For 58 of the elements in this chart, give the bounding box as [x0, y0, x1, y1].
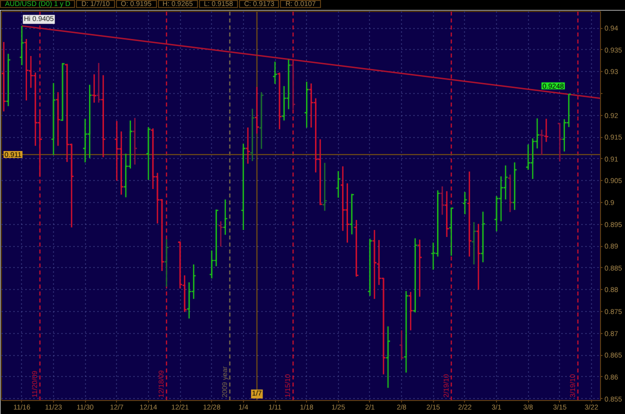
candlestick	[444, 190, 450, 238]
candlestick	[340, 166, 346, 232]
candlestick	[498, 176, 504, 222]
candlestick	[100, 74, 106, 158]
candlestick	[539, 129, 544, 156]
candlestick	[258, 92, 264, 150]
candlestick	[525, 144, 531, 170]
candlestick	[408, 291, 414, 331]
candlestick	[50, 82, 56, 156]
candlestick	[146, 126, 152, 180]
candlestick	[96, 62, 102, 104]
candlestick	[471, 221, 477, 266]
candlestick	[502, 164, 508, 200]
candlestick	[55, 92, 61, 146]
candlestick	[367, 238, 373, 296]
candlestick	[132, 117, 138, 166]
candlestick	[322, 162, 328, 212]
candlestick	[448, 207, 454, 256]
candlestick	[349, 193, 355, 235]
candlestick	[354, 219, 360, 278]
candlestick	[372, 229, 378, 300]
candlestick	[476, 223, 482, 290]
candlestick	[24, 38, 30, 102]
candlestick	[290, 64, 296, 110]
candlestick	[344, 182, 350, 244]
candlestick	[118, 130, 124, 196]
candlestick	[336, 170, 341, 198]
candlestick	[530, 138, 536, 180]
candlestick	[385, 326, 391, 389]
candlestick	[398, 330, 404, 360]
candlestick	[440, 186, 445, 216]
candlestick	[86, 84, 92, 159]
candlestick	[480, 211, 486, 263]
candlestick	[6, 53, 11, 107]
candlestick	[91, 74, 97, 104]
candlestick	[557, 122, 562, 162]
candlestick	[466, 170, 472, 258]
candlestick	[412, 238, 418, 314]
candlestick	[272, 61, 278, 85]
candlestick	[218, 220, 224, 248]
candlestick	[250, 108, 256, 162]
candlestick	[240, 142, 246, 231]
candlestick	[435, 190, 440, 258]
candlestick	[304, 81, 310, 128]
candlestick	[60, 62, 66, 122]
candlestick	[222, 198, 228, 236]
candlestick	[416, 238, 422, 298]
candlestick	[512, 162, 518, 211]
candlestick	[507, 174, 513, 213]
candlestick	[19, 25, 25, 66]
candlestick	[276, 72, 282, 130]
candlestick	[462, 191, 468, 215]
candlestick	[403, 290, 409, 374]
candlestick	[254, 86, 260, 134]
candlestick	[544, 118, 549, 143]
candlestick	[2, 41, 6, 112]
candlestick	[164, 238, 170, 288]
candlestick	[32, 72, 38, 146]
